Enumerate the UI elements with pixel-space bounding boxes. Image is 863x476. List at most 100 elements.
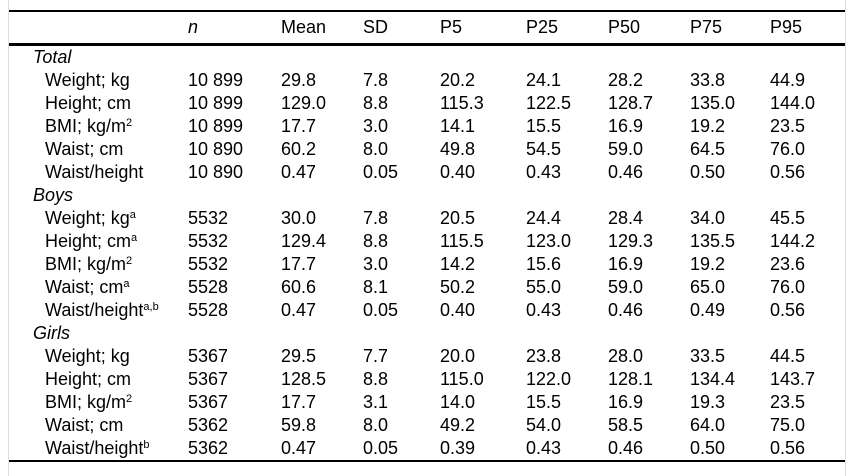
cell-label: BMI; kg/m2 <box>9 253 188 276</box>
table-row: Height; cma 5532 129.4 8.8 115.5 123.0 129.3 13… <box>9 230 845 253</box>
cell-label: Waist/heighta,b <box>9 299 188 322</box>
cell-n: 10 899 <box>188 115 244 136</box>
cell-n: 10 890 <box>188 138 244 159</box>
cell-p50: 28.0 <box>608 345 644 366</box>
cell-mean: 30.0 <box>281 207 317 228</box>
cell-p50: 128.7 <box>608 92 654 113</box>
cell-p95: 23.5 <box>770 115 806 136</box>
table-row: Waist; cma 5528 60.6 8.1 50.2 55.0 59.0 65.0 76.… <box>9 276 845 299</box>
cell-label: Height; cm <box>9 92 188 115</box>
cell-mean: 129.0 <box>281 92 327 113</box>
group-row-total: Total <box>9 45 845 70</box>
row-label-text: Waist; cm <box>45 414 124 435</box>
row-label-text: Weight; kg <box>45 207 130 228</box>
cell-n: 5362 <box>188 437 229 458</box>
cell-sd: 8.0 <box>363 138 389 159</box>
cell-p5: 14.0 <box>440 391 476 412</box>
cell-p75: 33.5 <box>690 345 726 366</box>
cell-p75: 135.0 <box>690 92 736 113</box>
cell-p5: 49.2 <box>440 414 476 435</box>
cell-p50: 16.9 <box>608 115 644 136</box>
column-header-sd: SD <box>363 16 389 37</box>
cell-sd: 3.1 <box>363 391 389 412</box>
cell-p95: 144.0 <box>770 92 816 113</box>
cell-sd: 3.0 <box>363 253 389 274</box>
table-row: Waist/height 10 890 0.47 0.05 0.40 0.43 0.46 0.… <box>9 161 845 184</box>
cell-mean: 128.5 <box>281 368 327 389</box>
cell-sd: 7.7 <box>363 345 389 366</box>
cell-sd: 3.0 <box>363 115 389 136</box>
cell-p25: 15.5 <box>526 391 562 412</box>
cell-mean: 0.47 <box>281 437 317 458</box>
footnote-marker: a,b <box>143 300 159 313</box>
cell-p75: 64.5 <box>690 138 726 159</box>
cell-mean: 0.47 <box>281 299 317 320</box>
cell-p25: 55.0 <box>526 276 562 297</box>
cell-p25: 0.43 <box>526 161 562 182</box>
cell-p50: 0.46 <box>608 437 644 458</box>
cell-p95: 75.0 <box>770 414 806 435</box>
cell-p25: 0.43 <box>526 299 562 320</box>
cell-n: 5528 <box>188 299 229 320</box>
cell-p25: 122.0 <box>526 368 572 389</box>
cell-n: 5532 <box>188 207 229 228</box>
cell-label: Height; cma <box>9 230 188 253</box>
cell-p75: 64.0 <box>690 414 726 435</box>
cell-p75: 65.0 <box>690 276 726 297</box>
table-row: Waist/heighta,b 5528 0.47 0.05 0.40 0.43 0.46 0… <box>9 299 845 322</box>
row-label-text: Weight; kg <box>45 69 130 90</box>
row-label-text: BMI; kg/m <box>45 391 127 412</box>
column-header-p25: P25 <box>526 16 559 37</box>
cell-mean: 60.6 <box>281 276 317 297</box>
table-row: Weight; kga 5532 30.0 7.8 20.5 24.4 28.4 34.0 45… <box>9 207 845 230</box>
row-label-text: Waist/height <box>45 437 144 458</box>
footnote-marker: a <box>129 208 136 221</box>
column-header-p95: P95 <box>770 16 803 37</box>
cell-label: BMI; kg/m2 <box>9 115 188 138</box>
cell-p75: 19.3 <box>690 391 726 412</box>
cell-n: 5367 <box>188 391 229 412</box>
cell-p25: 15.5 <box>526 115 562 136</box>
cell-label: Waist; cma <box>9 276 188 299</box>
table-body: Total Weight; kg 10 899 29.8 7.8 20.2 24.1 28.2… <box>9 45 845 461</box>
cell-mean: 129.4 <box>281 230 327 251</box>
column-header-p75: P75 <box>690 16 723 37</box>
cell-p5: 20.0 <box>440 345 476 366</box>
cell-p95: 143.7 <box>770 368 816 389</box>
cell-p75: 19.2 <box>690 115 726 136</box>
cell-n: 5367 <box>188 345 229 366</box>
row-label-text: Weight; kg <box>45 345 130 366</box>
cell-p5: 115.3 <box>440 92 484 113</box>
cell-mean: 17.7 <box>281 115 317 136</box>
cell-mean: 29.8 <box>281 69 317 90</box>
column-header-n: n <box>188 16 199 37</box>
cell-p95: 76.0 <box>770 138 806 159</box>
cell-p25: 0.43 <box>526 437 562 458</box>
cell-p50: 0.46 <box>608 299 644 320</box>
cell-p95: 23.5 <box>770 391 806 412</box>
cell-p75: 135.5 <box>690 230 736 251</box>
cell-mean: 17.7 <box>281 253 317 274</box>
cell-p75: 34.0 <box>690 207 726 228</box>
cell-p75: 0.50 <box>690 437 726 458</box>
cell-sd: 8.8 <box>363 92 389 113</box>
cell-sd: 8.1 <box>363 276 389 297</box>
cell-p25: 23.8 <box>526 345 562 366</box>
cell-p50: 59.0 <box>608 276 644 297</box>
table-header: n Mean SD P5 P25 P50 P75 P95 <box>9 11 845 45</box>
cell-p5: 20.5 <box>440 207 476 228</box>
cell-p50: 16.9 <box>608 253 644 274</box>
cell-p50: 59.0 <box>608 138 644 159</box>
cell-sd: 0.05 <box>363 161 399 182</box>
column-header-p5: P5 <box>440 16 463 37</box>
cell-n: 10 899 <box>188 92 244 113</box>
cell-p25: 54.5 <box>526 138 562 159</box>
cell-p25: 54.0 <box>526 414 562 435</box>
cell-p95: 45.5 <box>770 207 806 228</box>
footnote-marker: 2 <box>126 254 133 267</box>
column-header-mean: Mean <box>281 16 327 37</box>
group-row-boys: Boys <box>9 184 845 207</box>
cell-p5: 115.5 <box>440 230 484 251</box>
cell-label: Weight; kg <box>9 69 188 92</box>
cell-p50: 129.3 <box>608 230 654 251</box>
